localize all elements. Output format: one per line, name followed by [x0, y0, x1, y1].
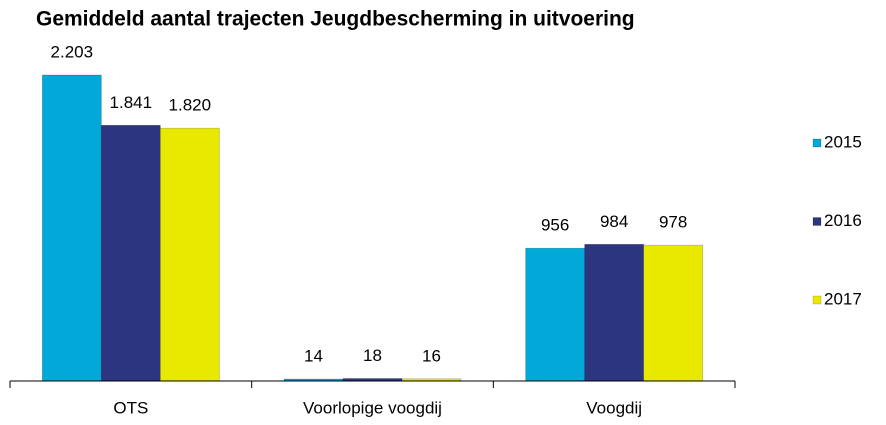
value-label: 956	[541, 216, 569, 235]
x-tick-label: Voogdij	[586, 398, 642, 417]
chart-title: Gemiddeld aantal trajecten Jeugdbescherm…	[36, 8, 635, 31]
legend-swatch	[812, 138, 822, 148]
value-label: 978	[659, 213, 687, 232]
x-tick-label: Voorlopige voogdij	[303, 398, 442, 417]
legend-swatch	[812, 295, 822, 305]
bar	[41, 74, 102, 382]
legend-label: 2015	[824, 132, 862, 151]
value-label: 18	[363, 346, 382, 365]
bar	[643, 244, 704, 382]
value-label: 16	[422, 346, 441, 365]
value-label: 2.203	[51, 42, 94, 61]
bar	[159, 127, 220, 382]
value-label: 1.841	[110, 93, 153, 112]
bar	[525, 247, 586, 382]
bar	[584, 243, 645, 382]
legend-label: 2017	[824, 289, 862, 308]
legend-swatch	[812, 217, 822, 226]
legend-label: 2016	[824, 211, 862, 230]
value-label: 14	[304, 347, 323, 366]
x-tick-label: OTS	[113, 398, 148, 417]
value-label: 984	[600, 212, 628, 231]
bar	[100, 124, 161, 382]
value-label: 1.820	[169, 96, 212, 115]
